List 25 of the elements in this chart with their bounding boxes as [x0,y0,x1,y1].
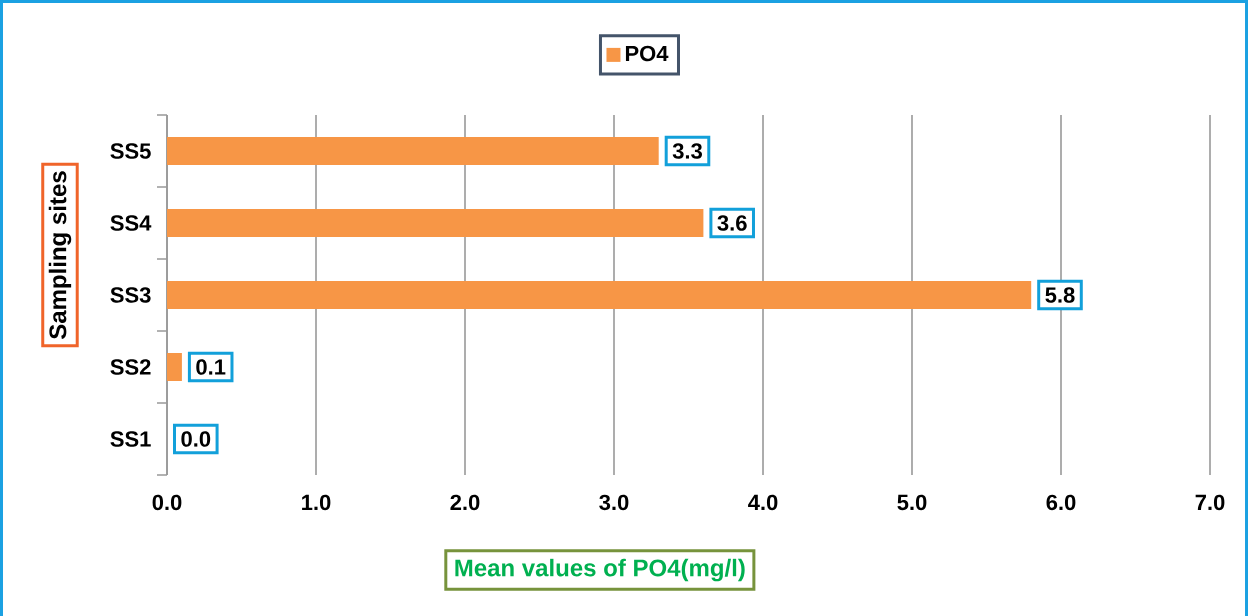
bar [167,281,1032,310]
y-axis-title: Sampling sites [48,171,72,340]
bar [167,353,182,382]
data-label: 3.6 [717,215,747,231]
x-tick-label: 1.0 [302,494,331,511]
y-tick-label: SS5 [110,143,151,159]
bar [167,137,659,166]
y-tick-label: SS2 [110,359,151,375]
x-tick-label: 6.0 [1046,494,1076,511]
y-tick-label: SS4 [110,215,152,231]
legend-label: PO4 [625,45,669,62]
data-label: 0.1 [196,359,226,375]
x-tick-label: 0.0 [152,494,182,511]
data-label: 0.0 [181,431,211,447]
y-tick-label: SS1 [110,431,151,447]
x-tick-label: 3.0 [599,494,629,511]
x-tick-label: 4.0 [748,494,778,511]
x-tick-label: 5.0 [897,494,927,511]
x-tick-label: 2.0 [450,494,480,511]
data-label: 5.8 [1045,287,1075,303]
y-tick-label: SS3 [110,287,151,303]
data-label: 3.3 [672,143,702,159]
x-tick-label: 7.0 [1195,494,1225,511]
x-axis-title: Mean values of PO4(mg/l) [455,558,745,582]
bar [167,209,704,238]
